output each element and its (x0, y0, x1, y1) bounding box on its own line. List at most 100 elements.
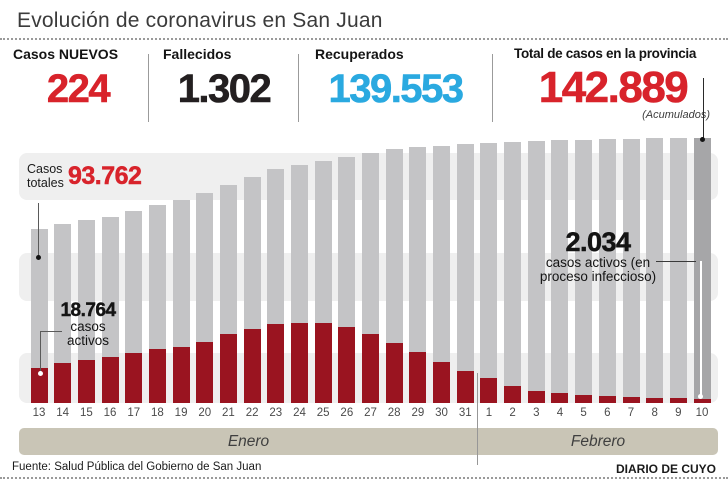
x-axis-day-label: 3 (533, 407, 540, 419)
annotation-activos-inicio: 18.764 casos activos (60, 300, 116, 348)
x-axis-day-label: 6 (604, 407, 611, 419)
bar-total (669, 138, 687, 403)
bar-total (693, 138, 711, 403)
bar-active (409, 352, 427, 403)
x-axis-day-label: 9 (675, 407, 682, 419)
annotation-casos-totales-value: 93.762 (68, 162, 142, 191)
month-separator-line (477, 373, 478, 465)
stat-label-recuperados: Recuperados (315, 46, 404, 62)
pointer-line-total (703, 78, 704, 138)
bar-total (409, 147, 427, 403)
x-axis-day-label: 10 (695, 407, 709, 419)
bar-active (314, 323, 332, 403)
pointer-line-activos-inicio-v (40, 331, 41, 373)
bar-active (172, 347, 190, 403)
bar-total (575, 140, 593, 403)
top-dotted-divider (0, 38, 728, 40)
bar-total (54, 224, 72, 403)
bar-total (646, 138, 664, 403)
pointer-line-activos-inicio-h (40, 331, 62, 332)
bar-active (362, 334, 380, 403)
x-axis-day-label: 18 (150, 407, 164, 419)
bar-total (551, 140, 569, 403)
stat-label-fallecidos: Fallecidos (163, 46, 232, 62)
x-axis-day-label: 24 (293, 407, 306, 419)
stat-divider (148, 54, 149, 122)
stat-value-fallecidos: 1.302 (177, 67, 272, 111)
annotation-activos-fin: 2.034 casos activos (en proceso infeccio… (539, 227, 657, 284)
x-axis-day-label: 7 (627, 407, 635, 419)
x-axis-day-label: 1 (485, 407, 493, 419)
x-axis-day-label: 27 (364, 407, 377, 419)
pointer-dot-activos-fin (698, 394, 703, 399)
bar-total (480, 143, 498, 403)
x-axis-day-label: 25 (316, 407, 330, 419)
bar-active (575, 395, 593, 403)
annotation-casos-totales-label: Casos totales (27, 162, 64, 190)
bar-active (125, 353, 143, 403)
x-axis-day-label: 16 (103, 407, 117, 419)
x-axis-day-label: 13 (32, 407, 46, 419)
x-axis-day-label: 17 (127, 407, 141, 419)
x-axis-day-label: 31 (458, 407, 472, 419)
x-axis-day-label: 29 (411, 407, 425, 419)
bar-active (243, 329, 261, 403)
x-axis-day-label: 14 (56, 407, 70, 419)
bar-active (77, 360, 95, 403)
bar-active (54, 363, 72, 403)
stat-value-total-provincia: 142.889 (538, 63, 689, 112)
x-axis-day-label: 30 (435, 407, 448, 419)
bar-active (148, 349, 166, 403)
x-axis-day-label: 5 (580, 407, 587, 419)
stat-value-casos-nuevos: 224 (46, 67, 111, 111)
x-axis-day-label: 19 (174, 407, 188, 419)
bar-total (527, 141, 545, 403)
bar-active (196, 342, 214, 403)
x-axis-day-label: 4 (556, 407, 564, 419)
x-axis-day-label: 8 (651, 407, 658, 419)
bar-active (669, 398, 687, 403)
pointer-line-activos-fin-h (656, 261, 696, 262)
bar-active (290, 323, 308, 403)
stat-divider (298, 54, 299, 122)
stat-label-casos-nuevos: Casos NUEVOS (13, 46, 119, 62)
stat-label-total-provincia: Total de casos en la provincia (514, 46, 697, 61)
bar-total (456, 144, 474, 403)
bar-active (219, 334, 237, 403)
bar-active (101, 357, 119, 403)
bar-active (622, 397, 640, 403)
x-axis-day-label: 26 (340, 407, 354, 419)
pointer-dot-casos-totales (35, 254, 41, 260)
month-label-febrero: Febrero (570, 433, 626, 450)
bar-total (504, 142, 522, 403)
bar-active (480, 378, 498, 403)
bar-total (30, 229, 48, 403)
bar-active (385, 343, 403, 403)
pointer-dot-activos-inicio (38, 371, 43, 376)
x-axis-day-label: 20 (198, 407, 212, 419)
stat-note-acumulados: (Acumulados) (642, 109, 710, 121)
bar-active (338, 327, 356, 403)
stat-value-recuperados: 139.553 (328, 67, 464, 111)
bar-total (385, 149, 403, 403)
month-label-enero: Enero (227, 433, 270, 450)
x-axis-day-label: 2 (509, 407, 516, 419)
x-axis-day-label: 15 (79, 407, 93, 419)
x-axis-day-label: 21 (222, 407, 235, 419)
pointer-dot-total (700, 137, 705, 142)
bar-active (598, 396, 616, 403)
stat-divider (492, 54, 493, 122)
source-credit: Fuente: Salud Pública del Gobierno de Sa… (12, 461, 262, 473)
pointer-line-casos-totales (38, 203, 39, 257)
page-title: Evolución de coronavirus en San Juan (17, 9, 383, 32)
bar-total (101, 217, 119, 403)
bar-total (77, 220, 95, 403)
bar-active (456, 371, 474, 403)
bar-active (551, 393, 569, 403)
bar-active (504, 386, 522, 403)
bar-active (527, 391, 545, 403)
bottom-dotted-divider (0, 477, 728, 479)
pointer-line-activos-fin-v (700, 261, 702, 396)
bar-active (646, 398, 664, 403)
